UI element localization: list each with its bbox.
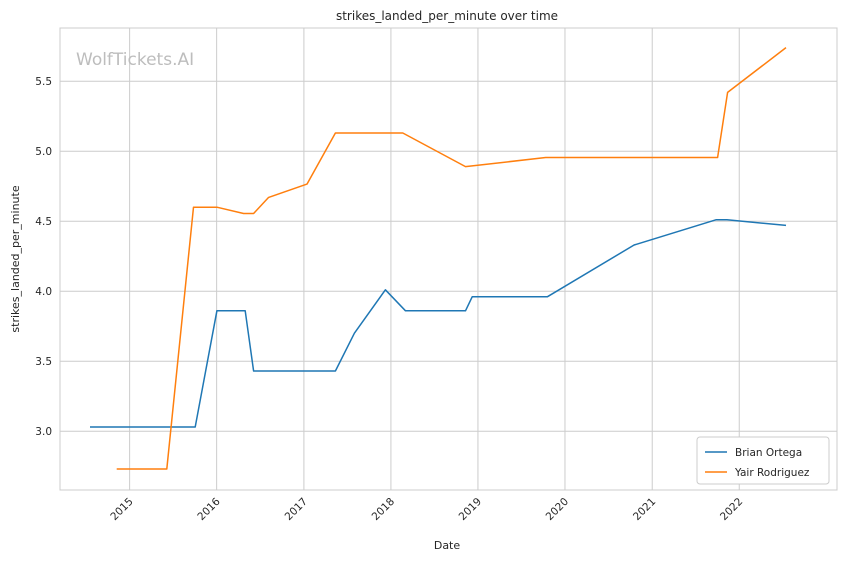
y-tick-label: 3.0 (35, 426, 52, 438)
y-axis-label: strikes_landed_per_minute (9, 185, 22, 332)
y-axis-ticks: 3.0 3.5 4.0 4.5 5.0 5.5 (35, 76, 52, 438)
y-tick-label: 5.5 (35, 76, 52, 88)
series-line-0 (90, 219, 787, 428)
x-tick-label: 2019 (457, 496, 484, 523)
y-tick-label: 3.5 (35, 356, 52, 368)
y-tick-label: 4.5 (35, 216, 52, 228)
legend-label: Yair Rodriguez (734, 467, 810, 479)
y-tick-label: 4.0 (35, 286, 52, 298)
x-tick-label: 2016 (195, 495, 223, 523)
plot-frame (59, 27, 838, 491)
series-line-1 (116, 47, 787, 470)
legend-box (696, 436, 830, 485)
x-axis-label: Date (434, 539, 461, 552)
legend-label: Brian Ortega (735, 447, 802, 459)
x-tick-label: 2018 (370, 496, 397, 523)
x-tick-label: 2021 (631, 496, 658, 523)
x-tick-label: 2020 (544, 496, 571, 523)
watermark-text: WolfTickets.AI (76, 50, 194, 70)
chart-title: strikes_landed_per_minute over time (336, 9, 558, 23)
x-tick-label: 2022 (718, 496, 745, 523)
x-tick-label: 2015 (108, 496, 135, 523)
x-tick-label: 2017 (283, 496, 310, 523)
series-layer (90, 47, 787, 470)
y-tick-label: 5.0 (35, 146, 52, 158)
x-axis-ticks: 2015 2016 2017 2018 2019 2020 2021 2022 (108, 495, 745, 523)
legend: Brian Ortega Yair Rodriguez (696, 436, 830, 485)
grid (60, 28, 837, 490)
